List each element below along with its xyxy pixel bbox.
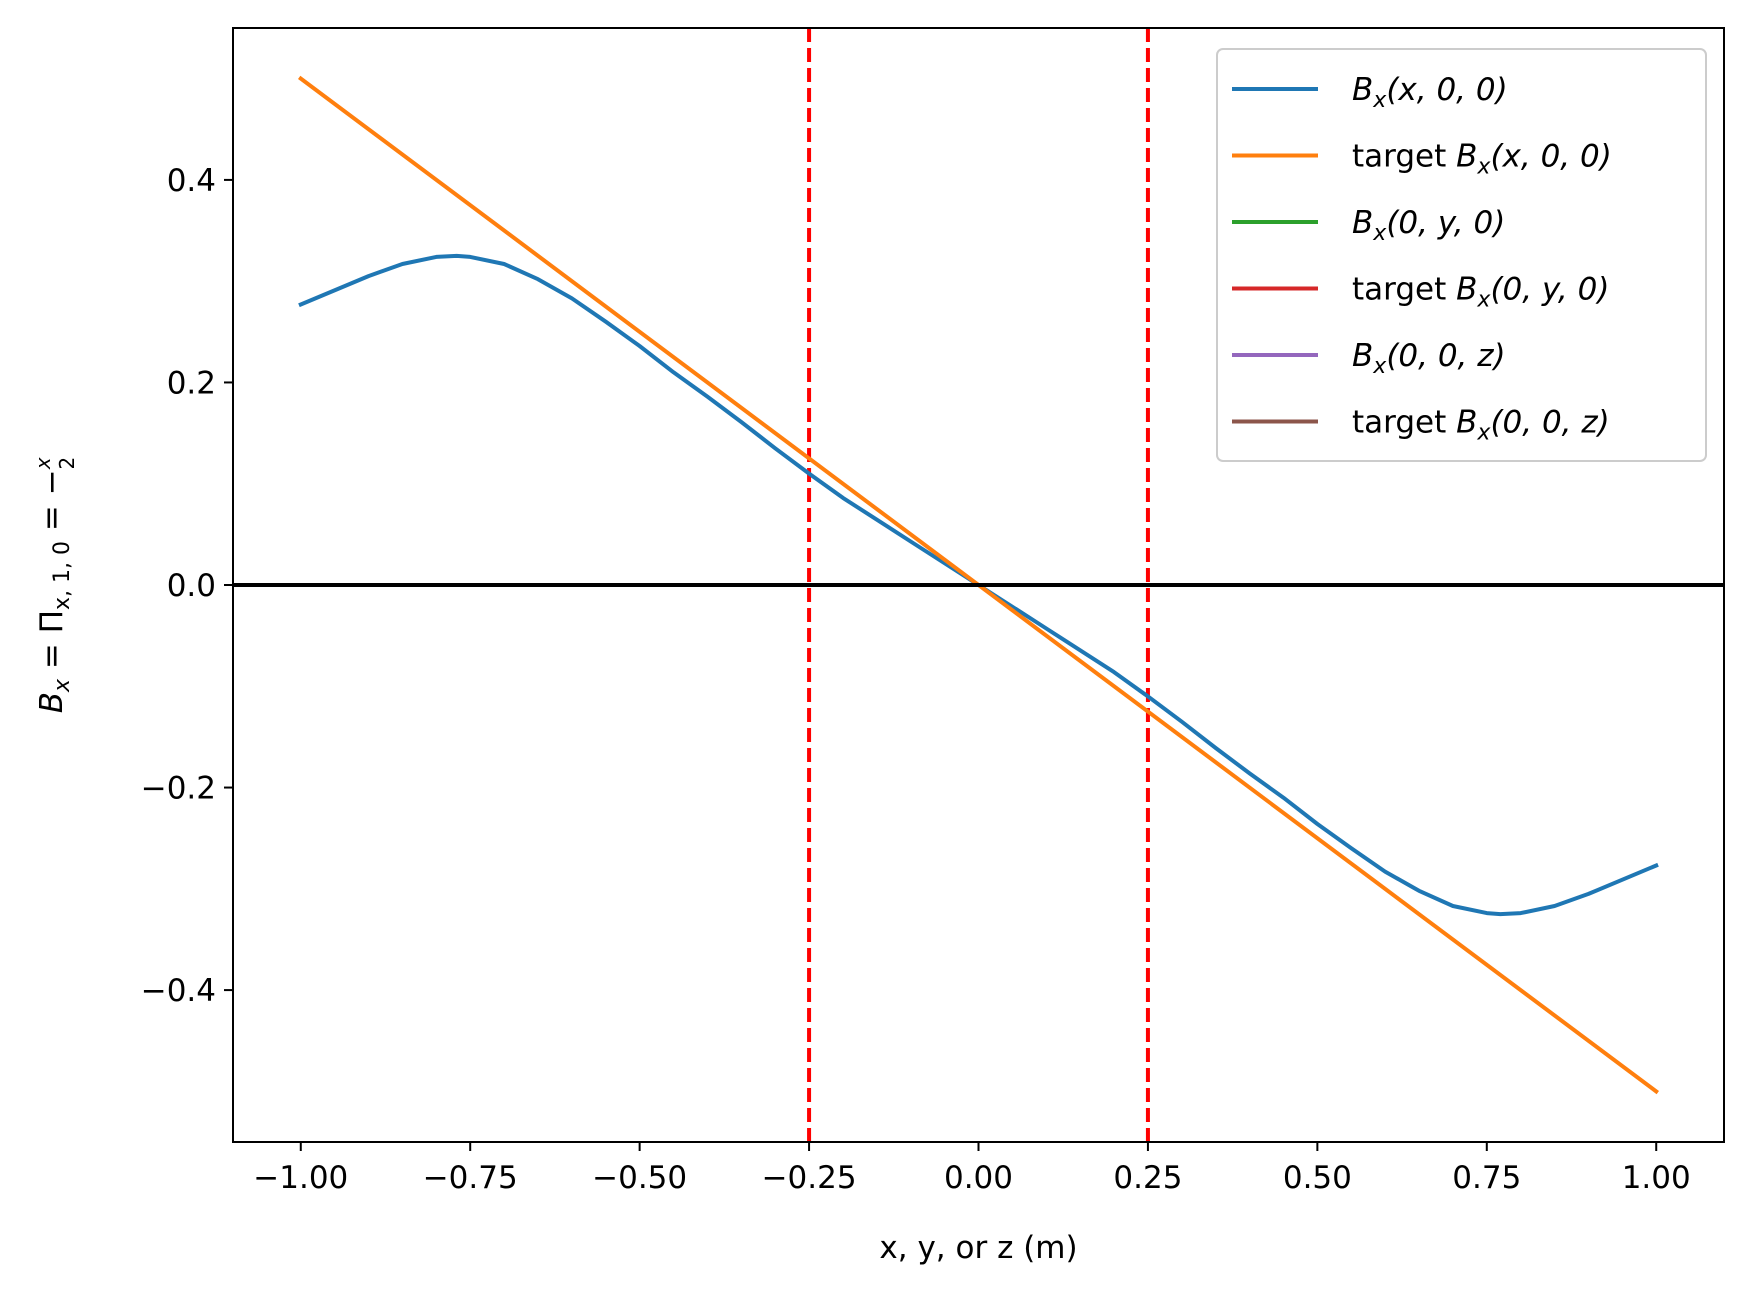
x-tick-label: 0.25 <box>1113 1160 1182 1196</box>
x-tick-label: 0.50 <box>1283 1160 1352 1196</box>
x-tick-label: −0.50 <box>592 1160 687 1196</box>
y-label-frac-den: 2 <box>55 457 79 470</box>
y-label-lhs-sub: x <box>50 678 75 693</box>
y-label-eq2: = − <box>34 469 70 541</box>
x-tick-label: 0.00 <box>944 1160 1013 1196</box>
legend-entry-3: target Bx(0, y, 0) <box>1352 272 1609 313</box>
y-axis-label: Bx = Πx, 1, 0 = −x2 <box>31 457 79 714</box>
x-axis-ticks: −1.00 −0.75 −0.50 −0.25 0.00 0.25 0.50 0.75 1.00 <box>253 1142 1691 1196</box>
x-tick-label: −0.25 <box>762 1160 857 1196</box>
y-label-eq1: = <box>34 633 70 679</box>
x-tick-label: 1.00 <box>1622 1160 1691 1196</box>
reference-lines <box>233 28 1724 1142</box>
y-label-lhs: B <box>34 692 70 713</box>
x-tick-label: −1.00 <box>253 1160 348 1196</box>
series-layer <box>233 75 1724 1095</box>
y-tick-label: 0.0 <box>167 568 216 604</box>
x-tick-label: 0.75 <box>1452 1160 1521 1196</box>
y-tick-label: 0.2 <box>167 365 216 401</box>
y-label-pi: Π <box>34 610 70 633</box>
y-label-frac-num: x <box>31 457 55 470</box>
x-axis-label: x, y, or z (m) <box>879 1230 1077 1266</box>
y-tick-label: −0.4 <box>141 973 216 1009</box>
legend-entry-1: target Bx(x, 0, 0) <box>1352 139 1612 180</box>
x-tick-label: −0.75 <box>423 1160 518 1196</box>
y-label-pi-sub: x, 1, 0 <box>50 541 75 610</box>
y-axis-ticks: −0.4 −0.2 0.0 0.2 0.4 <box>141 163 233 1009</box>
legend-entry-4: Bx(0, 0, z) <box>1352 338 1506 379</box>
y-tick-label: 0.4 <box>167 163 216 199</box>
legend-entry-2: Bx(0, y, 0) <box>1352 205 1505 246</box>
y-tick-label: −0.2 <box>141 771 216 807</box>
legend-entry-5: target Bx(0, 0, z) <box>1352 405 1610 446</box>
legend: Bx(x, 0, 0) target Bx(x, 0, 0) Bx(0, y, 0)… <box>1216 48 1707 462</box>
legend-entry-0: Bx(x, 0, 0) <box>1352 72 1508 113</box>
